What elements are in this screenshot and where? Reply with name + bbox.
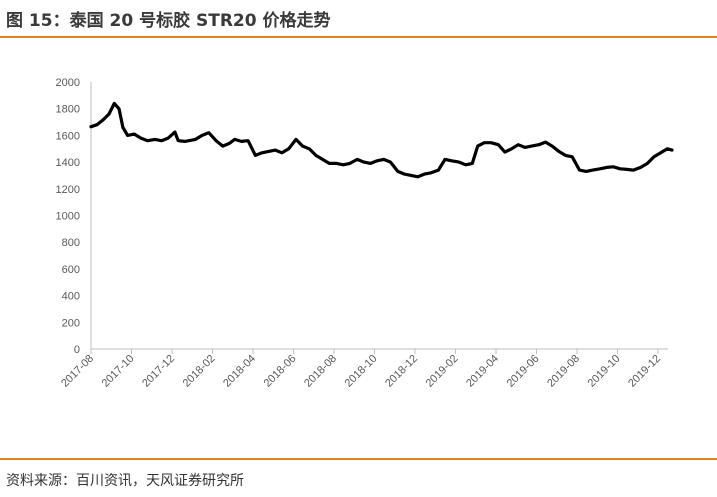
y-tick-label: 0 xyxy=(74,344,80,356)
x-tick-label: 2019-02 xyxy=(424,353,461,390)
source-note: 资料来源：百川资讯，天风证券研究所 xyxy=(6,473,244,489)
series-group xyxy=(89,101,674,179)
x-tick-label: 2019-10 xyxy=(586,353,623,390)
x-axis: 2017-08 2017-10 2017-12 2018-02 2018-04 2018-… xyxy=(59,349,663,390)
top-divider xyxy=(0,36,717,38)
y-tick-label: 2000 xyxy=(56,77,80,89)
x-tick-label: 2019-08 xyxy=(545,353,582,390)
x-tick-label: 2018-10 xyxy=(343,353,380,390)
x-tick-label: 2018-12 xyxy=(383,353,420,390)
x-tick-label: 2017-12 xyxy=(140,353,177,390)
series-line xyxy=(89,101,674,179)
y-tick-label: 1200 xyxy=(56,184,80,196)
y-axis: 0 200 400 600 800 1000 1200 1400 1600 1800 2000 xyxy=(56,77,80,356)
bottom-divider xyxy=(0,458,717,460)
x-tick-label: 2018-08 xyxy=(302,353,339,390)
x-tick-label: 2018-06 xyxy=(262,353,299,390)
price-chart: 0 200 400 600 800 1000 1200 1400 1600 1800 2000 20… xyxy=(56,77,674,390)
y-tick-label: 200 xyxy=(62,317,80,329)
x-tick-label: 2018-02 xyxy=(181,353,218,390)
y-tick-label: 1800 xyxy=(56,104,80,116)
x-tick-label: 2019-06 xyxy=(505,353,542,390)
x-tick-label: 2019-12 xyxy=(626,353,663,390)
y-tick-label: 1400 xyxy=(56,157,80,169)
x-tick-label: 2017-08 xyxy=(59,353,96,390)
x-tick-label: 2018-04 xyxy=(221,353,258,390)
y-tick-label: 600 xyxy=(62,264,80,276)
chart-title: 图 15：泰国 20 号标胶 STR20 价格走势 xyxy=(6,11,331,31)
x-tick-label: 2017-10 xyxy=(100,353,137,390)
y-tick-label: 1000 xyxy=(56,211,80,223)
x-tick-label: 2019-04 xyxy=(464,353,501,390)
y-tick-label: 800 xyxy=(62,237,80,249)
y-tick-label: 400 xyxy=(62,291,80,303)
y-tick-label: 1600 xyxy=(56,130,80,142)
